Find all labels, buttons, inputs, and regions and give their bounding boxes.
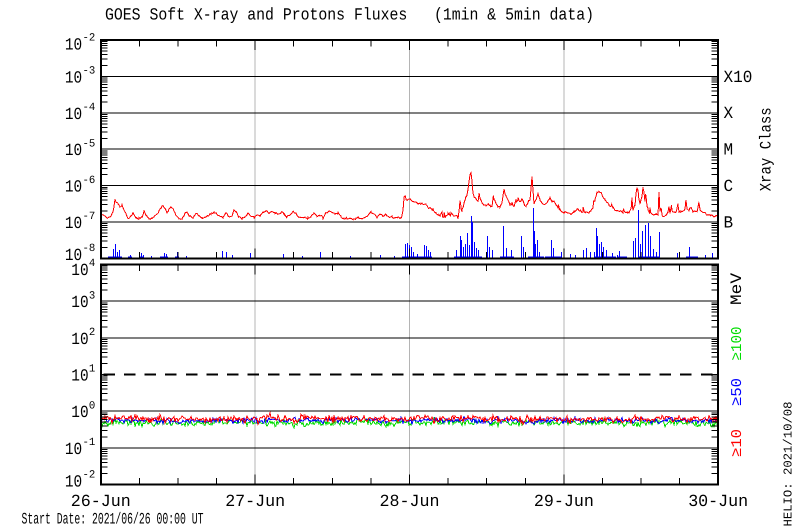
svg-text:10: 10 [71, 294, 88, 313]
svg-text:10: 10 [65, 474, 82, 493]
svg-text:10: 10 [71, 368, 88, 387]
svg-text:-2: -2 [83, 470, 96, 482]
svg-text:4: 4 [89, 258, 96, 270]
svg-text:-3: -3 [83, 66, 96, 78]
svg-text:≥50: ≥50 [729, 378, 746, 406]
svg-text:GOES Soft X-ray and Protons Fl: GOES Soft X-ray and Protons Fluxes (1min… [105, 7, 594, 26]
svg-text:1: 1 [89, 364, 96, 376]
svg-text:M: M [724, 142, 734, 161]
svg-text:29-Jun: 29-Jun [534, 493, 594, 512]
svg-text:10: 10 [65, 247, 82, 266]
svg-text:0: 0 [89, 400, 95, 412]
svg-text:27-Jun: 27-Jun [225, 493, 285, 512]
svg-text:10: 10 [65, 179, 82, 198]
svg-text:-2: -2 [83, 33, 96, 45]
svg-text:-1: -1 [83, 437, 96, 449]
svg-text:C: C [724, 178, 734, 197]
svg-text:≥10: ≥10 [729, 429, 746, 457]
svg-text:10: 10 [65, 37, 82, 56]
svg-text:-6: -6 [83, 175, 96, 187]
svg-text:X10: X10 [724, 69, 753, 88]
svg-text:-4: -4 [83, 102, 96, 114]
svg-text:10: 10 [65, 441, 82, 460]
svg-text:28-Jun: 28-Jun [380, 493, 440, 512]
svg-text:≥100: ≥100 [729, 327, 746, 361]
svg-text:10: 10 [71, 404, 88, 423]
svg-text:HELIO: 2021/10/08: HELIO: 2021/10/08 [782, 402, 796, 527]
svg-text:MeV: MeV [728, 273, 746, 305]
svg-text:-8: -8 [83, 243, 96, 255]
svg-text:10: 10 [65, 142, 82, 161]
svg-text:10: 10 [65, 215, 82, 234]
svg-text:B: B [724, 215, 734, 234]
svg-text:X: X [724, 105, 734, 124]
svg-text:3: 3 [89, 290, 95, 302]
svg-text:10: 10 [65, 69, 82, 88]
svg-text:Start Date: 2021/06/26 00:00 U: Start Date: 2021/06/26 00:00 UT [22, 511, 204, 529]
svg-text:-7: -7 [83, 211, 96, 223]
svg-text:-5: -5 [83, 138, 96, 150]
svg-text:26-Jun: 26-Jun [71, 493, 131, 512]
svg-text:10: 10 [71, 262, 88, 281]
svg-text:10: 10 [71, 331, 88, 350]
svg-text:2: 2 [89, 327, 95, 339]
svg-text:Xray Class: Xray Class [758, 107, 776, 191]
svg-text:30-Jun: 30-Jun [688, 493, 748, 512]
svg-text:10: 10 [65, 106, 82, 125]
